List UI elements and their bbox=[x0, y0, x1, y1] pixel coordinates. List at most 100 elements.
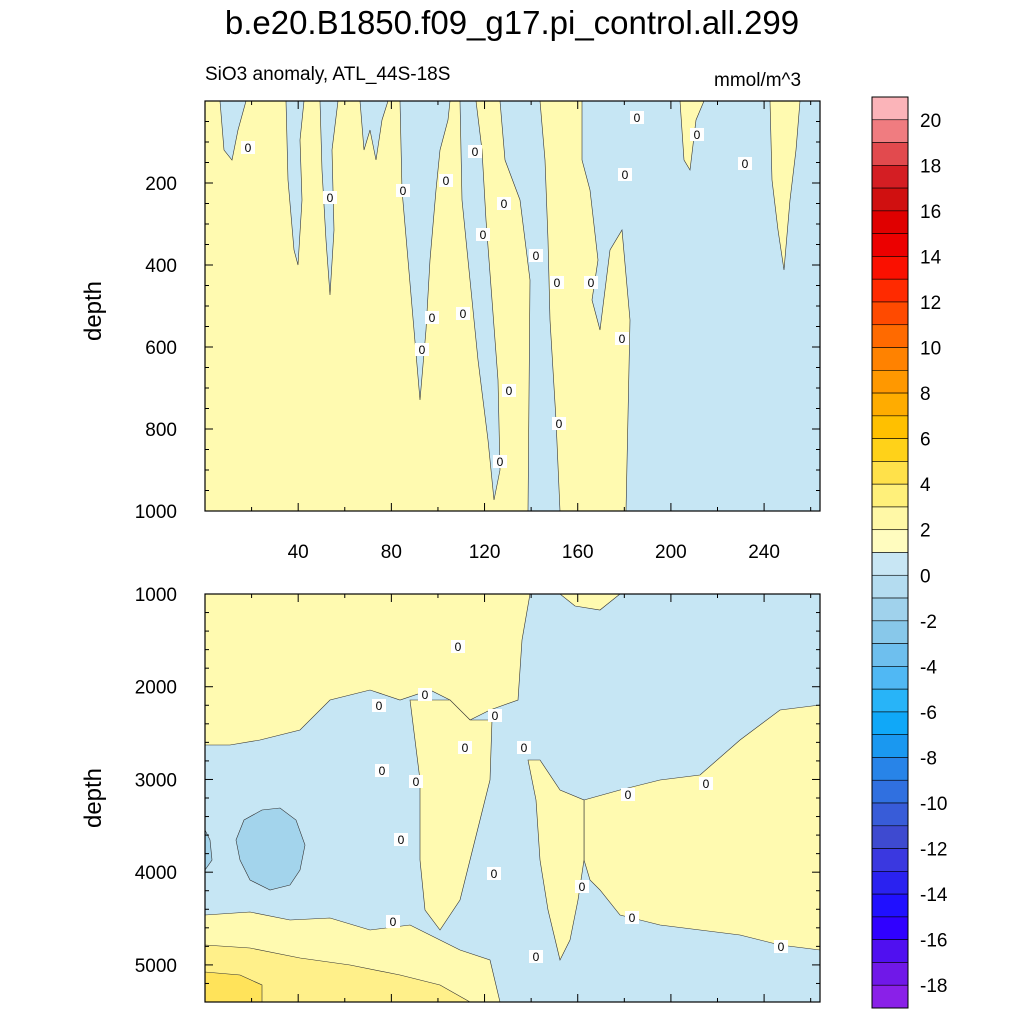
contour-label: 0 bbox=[517, 741, 531, 755]
colorbar-swatch bbox=[871, 802, 909, 827]
lower-positive-bottom-3 bbox=[205, 971, 263, 1002]
contour-label: 0 bbox=[372, 699, 386, 713]
colorbar-swatch bbox=[871, 210, 909, 234]
svg-text:0: 0 bbox=[694, 128, 701, 142]
lower-positive-upper-east bbox=[559, 594, 621, 611]
colorbar-label: 14 bbox=[920, 247, 942, 268]
svg-text:0: 0 bbox=[778, 940, 785, 954]
colorbar-label: -10 bbox=[920, 794, 947, 815]
lower-negative-deep-west bbox=[235, 807, 306, 891]
colorbar-swatch bbox=[871, 529, 909, 553]
contour-label: 0 bbox=[487, 867, 501, 881]
svg-text:0: 0 bbox=[703, 777, 710, 791]
colorbar-swatch bbox=[871, 871, 909, 895]
y-tick-label: 5000 bbox=[135, 956, 177, 977]
upper-positive-pocket-2 bbox=[769, 101, 801, 271]
colorbar-swatch bbox=[871, 666, 909, 690]
colorbar-swatch bbox=[871, 461, 909, 485]
svg-text:0: 0 bbox=[556, 417, 563, 431]
colorbar-swatch bbox=[871, 165, 909, 189]
colorbar-swatch bbox=[871, 438, 909, 462]
svg-text:0: 0 bbox=[390, 915, 397, 929]
colorbar-label: -4 bbox=[920, 657, 937, 678]
contour-label: 0 bbox=[774, 940, 788, 954]
svg-text:0: 0 bbox=[398, 833, 405, 847]
y-tick-label: 2000 bbox=[135, 678, 177, 699]
contour-label: 0 bbox=[615, 332, 629, 346]
units-label: mmol/m^3 bbox=[714, 70, 802, 91]
colorbar-label: -20 bbox=[920, 1022, 947, 1024]
colorbar-swatch bbox=[871, 688, 909, 713]
contour-label: 0 bbox=[476, 228, 490, 242]
x-tick-label: 40 bbox=[288, 542, 309, 563]
lower-panel: 1000 2000 3000 4000 5000 0 0 0 0 0 0 0 0 0 0… bbox=[80, 585, 821, 1003]
contour-label: 0 bbox=[323, 191, 337, 205]
contour-label: 0 bbox=[738, 157, 752, 171]
upper-panel: 40 80 120 160 200 240 200 400 600 800 1000 0 0 0 0… bbox=[80, 100, 821, 563]
colorbar-swatch bbox=[871, 347, 909, 371]
contour-label: 0 bbox=[550, 276, 564, 290]
colorbar-label: 18 bbox=[920, 156, 941, 177]
x-tick-label: 240 bbox=[748, 542, 780, 563]
svg-text:0: 0 bbox=[327, 191, 334, 205]
colorbar-label: 16 bbox=[920, 202, 941, 223]
contour-label: 0 bbox=[493, 455, 507, 469]
contour-label: 0 bbox=[386, 915, 400, 929]
colorbar-swatch bbox=[871, 984, 909, 1009]
contour-label: 0 bbox=[468, 145, 482, 159]
contour-label: 0 bbox=[529, 950, 543, 964]
colorbar-label: -18 bbox=[920, 976, 947, 997]
contour-label: 0 bbox=[690, 128, 704, 142]
svg-text:0: 0 bbox=[506, 384, 513, 398]
colorbar-swatch bbox=[871, 916, 909, 940]
y-tick-label: 1000 bbox=[135, 585, 177, 606]
svg-text:0: 0 bbox=[497, 455, 504, 469]
y-tick-label: 200 bbox=[145, 174, 177, 195]
contour-label: 0 bbox=[575, 880, 589, 894]
svg-text:0: 0 bbox=[491, 867, 498, 881]
contour-label: 0 bbox=[456, 307, 470, 321]
upper-negative-finger-4 bbox=[285, 101, 305, 266]
colorbar-swatch bbox=[871, 392, 909, 417]
colorbar-swatch bbox=[871, 96, 909, 121]
lower-axis-ticks: 1000 2000 3000 4000 5000 bbox=[135, 585, 820, 1003]
colorbar-swatch bbox=[871, 962, 909, 986]
svg-text:0: 0 bbox=[455, 640, 462, 654]
contour-label: 0 bbox=[451, 640, 465, 654]
contour-label: 0 bbox=[552, 417, 566, 431]
svg-text:0: 0 bbox=[533, 950, 540, 964]
contour-label: 0 bbox=[394, 833, 408, 847]
colorbar-swatch bbox=[871, 825, 909, 849]
colorbar-swatch bbox=[871, 597, 909, 622]
svg-text:0: 0 bbox=[245, 141, 252, 155]
x-tick-label: 120 bbox=[469, 542, 501, 563]
chart-subtitle: SiO3 anomaly, ATL_44S-18S bbox=[205, 64, 451, 85]
svg-text:0: 0 bbox=[462, 741, 469, 755]
svg-text:0: 0 bbox=[742, 157, 749, 171]
y-tick-label: 1000 bbox=[135, 502, 177, 523]
svg-text:0: 0 bbox=[376, 699, 383, 713]
colorbar-swatch bbox=[871, 324, 909, 348]
colorbar-swatch bbox=[871, 552, 909, 576]
colorbar-swatch bbox=[871, 415, 909, 439]
colorbar-swatch bbox=[871, 893, 909, 918]
contour-label: 0 bbox=[425, 311, 439, 325]
colorbar-frame bbox=[871, 96, 909, 1009]
y-tick-label: 4000 bbox=[135, 863, 177, 884]
lower-y-axis-label: depth bbox=[80, 768, 107, 828]
svg-text:0: 0 bbox=[501, 197, 508, 211]
svg-text:0: 0 bbox=[492, 709, 499, 723]
lower-contour-labels: 0 0 0 0 0 0 0 0 0 0 0 0 0 0 0 0 0 bbox=[372, 640, 788, 964]
colorbar-swatch bbox=[871, 734, 909, 758]
chart-title: b.e20.B1850.f09_g17.pi_control.all.299 bbox=[224, 4, 800, 41]
svg-text:0: 0 bbox=[629, 911, 636, 925]
svg-text:0: 0 bbox=[521, 741, 528, 755]
colorbar-label: -16 bbox=[920, 931, 947, 952]
contour-label: 0 bbox=[409, 775, 423, 789]
colorbar-swatch bbox=[871, 233, 909, 257]
colorbar-swatch bbox=[871, 939, 909, 963]
upper-negative-east bbox=[581, 101, 820, 511]
x-tick-label: 200 bbox=[655, 542, 687, 563]
y-tick-label: 3000 bbox=[135, 770, 177, 791]
colorbar-swatch bbox=[871, 848, 909, 872]
